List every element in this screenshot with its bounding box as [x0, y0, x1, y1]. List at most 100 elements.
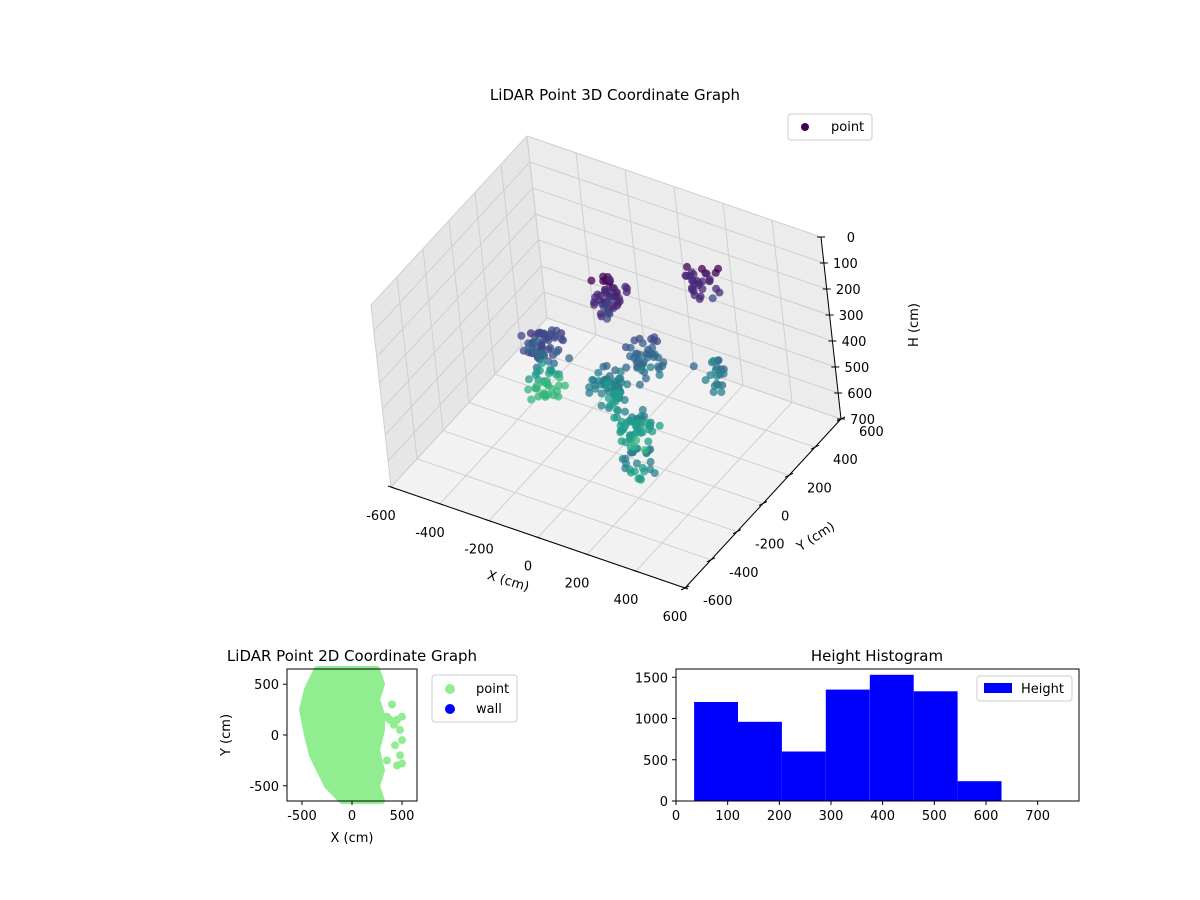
data-point [630, 336, 639, 345]
chart-3d-z-axis-label: H (cm) [907, 303, 922, 347]
x-tick-label: -600 [366, 509, 396, 524]
data-point [717, 388, 726, 397]
data-point [646, 421, 655, 430]
data-point [622, 363, 631, 372]
data-point [719, 369, 728, 378]
data-point [585, 383, 594, 392]
x-tick-label: 0 [348, 809, 356, 824]
y-tick-label: 400 [833, 453, 858, 468]
data-point [689, 287, 698, 296]
chart-3d-legend-label: point [831, 120, 864, 135]
histogram-bars [694, 674, 1002, 801]
chart-2d-points [299, 666, 406, 804]
data-point [596, 309, 605, 318]
x-tick-label: 400 [614, 593, 639, 608]
data-point [621, 438, 630, 447]
data-point [544, 381, 553, 390]
y-tick-label: -600 [703, 594, 733, 609]
histogram-ticks: 0 100 200 300 400 500 600 700 0 500 1000 1500 [635, 671, 1050, 824]
data-point [603, 380, 612, 389]
data-point [629, 442, 638, 451]
data-point [544, 369, 553, 378]
gridline-z-left [384, 265, 542, 436]
x-tick-label: 200 [565, 576, 590, 591]
chart-2d-legend-label-wall: wall [476, 702, 502, 717]
data-point [709, 356, 718, 365]
data-point [561, 381, 569, 390]
chart-3d-y-axis-label: Y (cm) [794, 519, 838, 555]
y-tick-mark [706, 557, 716, 563]
x-tick-mark [534, 536, 542, 539]
x-tick-label: -400 [415, 526, 445, 541]
x-tick-mark [583, 552, 591, 556]
data-point [555, 373, 564, 382]
x-tick-label: 700 [1025, 809, 1050, 824]
y-tick-label: 500 [254, 678, 279, 693]
data-point [650, 469, 659, 478]
gridline-z-back [526, 135, 822, 238]
data-point [641, 446, 649, 454]
gridline-x-back [771, 220, 793, 403]
data-point [621, 407, 629, 416]
z-tick-label: 700 [850, 413, 875, 428]
data-point [610, 284, 619, 293]
y-tick-label: 600 [859, 425, 884, 440]
histogram-bar [957, 781, 1002, 801]
data-point [398, 736, 406, 745]
z-tick-label: 300 [839, 309, 864, 324]
histogram-legend-box [976, 675, 1073, 702]
chart-3d: LiDAR Point 3D Coordinate Graph -600 -400… [366, 86, 922, 625]
x-tick-label: -500 [287, 809, 317, 824]
data-point [655, 421, 664, 430]
data-point [644, 437, 653, 446]
z-tick-label: 0 [847, 231, 855, 246]
x-tick-label: 500 [390, 809, 415, 824]
chart-2d-ticks: -500 0 500 -500 0 500 [249, 678, 414, 824]
histogram-bar [694, 702, 738, 801]
data-point [636, 351, 645, 360]
data-point [544, 345, 553, 354]
gridline-z-left [382, 239, 539, 410]
data-point [599, 302, 608, 311]
data-point [701, 376, 710, 385]
data-point [534, 392, 543, 401]
gridline-z-back [529, 161, 825, 264]
y-tick-mark [784, 472, 794, 478]
x-tick-label: 400 [870, 809, 895, 824]
data-point [552, 348, 561, 357]
y-tick-label: 1500 [635, 671, 668, 686]
y-tick-mark [680, 585, 690, 591]
data-point [711, 268, 720, 277]
x-tick-label: 600 [974, 809, 999, 824]
data-point [539, 351, 548, 359]
x-tick-label: 0 [524, 560, 532, 575]
chart-2d-x-axis-label: X (cm) [331, 831, 374, 846]
data-point [636, 474, 645, 483]
gridline-z-left [387, 291, 545, 462]
data-point [646, 457, 655, 466]
x-tick-mark [387, 485, 395, 489]
z-tick-label: 600 [847, 387, 872, 402]
data-point [655, 371, 664, 379]
data-point [626, 343, 635, 352]
y-tick-label: -400 [729, 566, 759, 581]
x-tick-label: 100 [715, 809, 740, 824]
data-point [620, 396, 629, 404]
data-point [565, 354, 574, 363]
chart-2d-legend-marker-wall [445, 704, 455, 714]
histogram-bar [913, 691, 958, 801]
data-point [608, 399, 617, 408]
y-tick-label: 1000 [635, 713, 668, 728]
data-point [525, 375, 533, 384]
data-point [393, 761, 401, 770]
x-tick-label: 300 [819, 809, 844, 824]
y-tick-mark [732, 529, 742, 535]
data-point [648, 343, 657, 352]
gridline-y-floor [520, 345, 816, 448]
gridline-y-left [370, 304, 392, 488]
histogram-legend-label: Height [1021, 682, 1064, 697]
data-point [530, 346, 539, 355]
y-tick-mark [810, 444, 820, 450]
data-point [683, 262, 691, 271]
y-tick-label: 200 [807, 481, 832, 496]
